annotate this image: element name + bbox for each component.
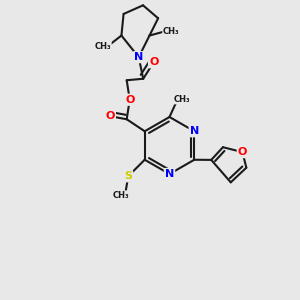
Text: CH₃: CH₃ <box>173 94 190 103</box>
Text: CH₃: CH₃ <box>94 42 111 51</box>
Text: N: N <box>190 126 199 136</box>
Text: N: N <box>165 169 174 179</box>
Text: CH₃: CH₃ <box>112 191 129 200</box>
Text: N: N <box>134 52 143 62</box>
Text: O: O <box>106 111 115 121</box>
Text: O: O <box>149 57 158 67</box>
Text: S: S <box>124 171 132 181</box>
Text: CH₃: CH₃ <box>163 27 180 36</box>
Text: O: O <box>238 147 247 157</box>
Text: O: O <box>125 95 134 105</box>
